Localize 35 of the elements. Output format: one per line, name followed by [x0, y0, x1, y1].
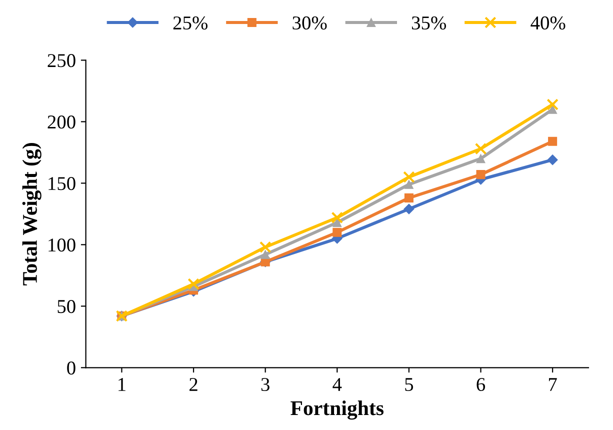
- point: [332, 218, 342, 228]
- point: [476, 170, 486, 180]
- x-tick-label: 5: [405, 378, 414, 392]
- y-tick-label: 100: [48, 238, 76, 252]
- y-tick-label: 200: [48, 116, 76, 129]
- x-tick-label: 6: [476, 378, 486, 392]
- legend-label: 30%: [292, 16, 327, 30]
- point: [548, 136, 558, 146]
- point: [404, 204, 414, 214]
- legend-label: 40%: [530, 16, 566, 30]
- y-tick-label: 150: [48, 176, 76, 190]
- x-tick-label: 4: [332, 378, 342, 391]
- point: [476, 154, 486, 164]
- y-tick-label: 0: [67, 361, 76, 375]
- point: [260, 250, 270, 260]
- x-tick-label: 7: [548, 378, 557, 391]
- point: [474, 142, 487, 155]
- point: [404, 180, 414, 189]
- point: [546, 98, 558, 110]
- x-tick-label: 1: [118, 378, 126, 391]
- point: [547, 154, 558, 166]
- point: [404, 193, 414, 202]
- x-tick-label: 2: [190, 378, 198, 391]
- x-axis-title: Fortnights: [290, 400, 384, 420]
- y-axis-title: Total Weight (g): [22, 143, 42, 286]
- point: [332, 228, 342, 237]
- legend-label: 35%: [412, 16, 446, 30]
- legend-label: 25%: [173, 16, 208, 30]
- point: [331, 212, 344, 224]
- x-tick-label: 3: [261, 378, 270, 392]
- point: [188, 278, 200, 290]
- y-tick-label: 250: [48, 54, 76, 68]
- y-tick-label: 50: [58, 300, 76, 314]
- point: [403, 171, 415, 183]
- point: [259, 241, 272, 254]
